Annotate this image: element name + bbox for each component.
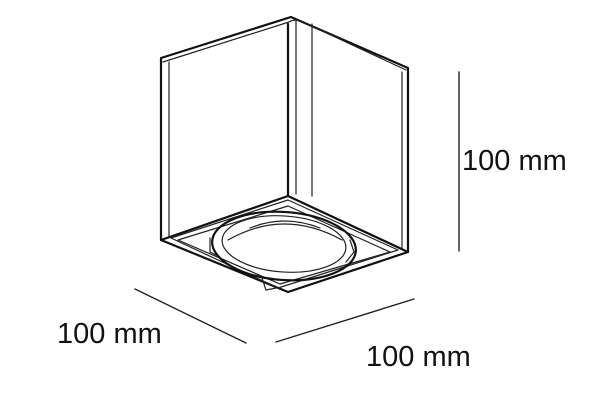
width-label: 100 mm — [366, 341, 471, 373]
fixture-bottom-rim — [159, 194, 410, 254]
depth-dimension-line — [134, 288, 247, 344]
reflector-clip-left — [209, 237, 219, 257]
width-dimension-line — [275, 298, 415, 343]
height-label: 100 mm — [462, 145, 567, 177]
reflector-lens-top — [249, 220, 321, 229]
reflector-inner-ring — [221, 215, 347, 273]
reflector-clip-front — [261, 277, 277, 291]
reflector-inner-cone — [227, 223, 343, 241]
reflector-cup — [209, 210, 357, 291]
depth-label: 100 mm — [57, 318, 162, 350]
reflector-clip-right — [345, 239, 355, 263]
fixture-bottom-bevel — [177, 205, 391, 285]
fixture-bottom-rim-inner — [170, 199, 399, 289]
reflector-outer-ring — [211, 210, 357, 282]
spotlight-fixture — [159, 15, 410, 294]
